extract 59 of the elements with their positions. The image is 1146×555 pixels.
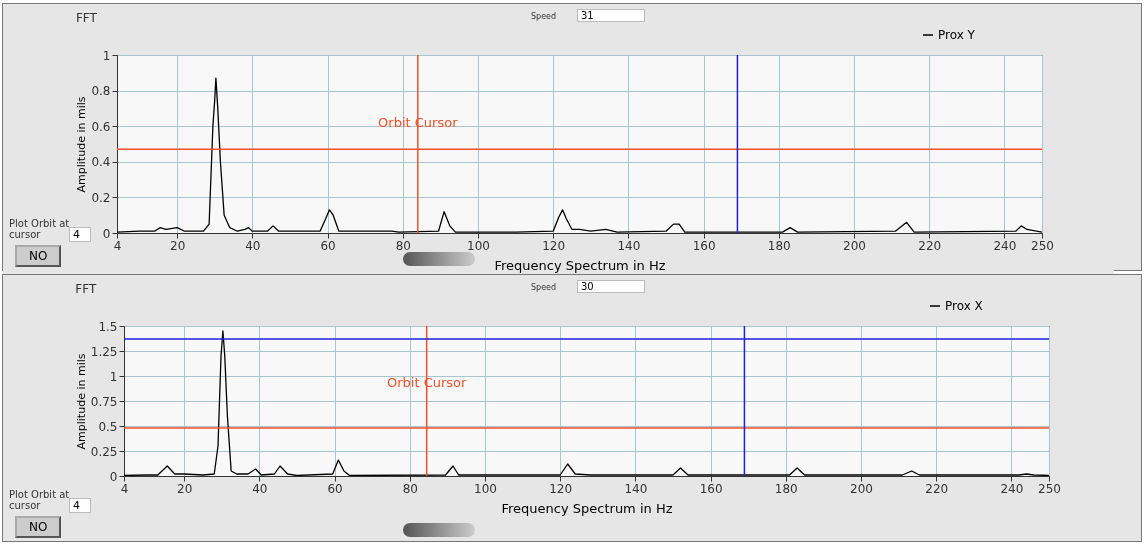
y-tick-label: 0.75 xyxy=(90,394,118,409)
legend-label: Prox Y xyxy=(938,28,976,42)
x-tick-label: 60 xyxy=(327,481,343,496)
chart-title: FFT xyxy=(75,282,97,296)
text: 31 xyxy=(577,9,645,22)
x-tick-label: 80 xyxy=(402,481,418,496)
y-tick-label: 0.6 xyxy=(91,119,111,134)
text: Speed xyxy=(531,283,557,292)
x-tick-label: 4 xyxy=(120,481,129,496)
y-tick-label: 1 xyxy=(102,48,111,63)
x-tick-label: 40 xyxy=(245,238,261,253)
y-tick-label: 1.25 xyxy=(90,344,118,359)
y-axis-title: Amplitude in mils xyxy=(75,96,89,193)
y-tick-label: 0.4 xyxy=(91,155,111,170)
text: 30 xyxy=(577,280,645,293)
x-tick-label: 220 xyxy=(925,481,949,496)
text: 4 xyxy=(69,227,91,242)
x-tick-label: 140 xyxy=(624,481,648,496)
y-tick-label: 0.2 xyxy=(91,190,111,205)
y-tick-label: 1 xyxy=(109,369,118,384)
text: NO xyxy=(15,245,62,267)
x-tick-label: 40 xyxy=(252,481,268,496)
text: Plot Orbit at cursor xyxy=(9,218,71,240)
x-tick-label: 80 xyxy=(395,238,411,253)
text: 4 xyxy=(69,498,91,513)
x-tick-label: 160 xyxy=(699,481,723,496)
x-tick-label: 20 xyxy=(170,238,186,253)
x-tick-label: 240 xyxy=(1000,481,1024,496)
x-tick-label: 220 xyxy=(918,238,942,253)
y-tick-label: 1.5 xyxy=(98,319,118,334)
legend-label: Prox X xyxy=(945,299,983,313)
x-axis-title: Frequency Spectrum in Hz xyxy=(494,257,666,273)
x-tick-label: 60 xyxy=(320,238,336,253)
x-tick-label: 100 xyxy=(474,481,497,496)
x-tick-label: 200 xyxy=(843,238,866,253)
x-tick-label: 140 xyxy=(617,238,641,253)
y-tick-label: 0 xyxy=(109,469,118,484)
y-tick-label: 0.5 xyxy=(98,419,118,434)
text: Speed xyxy=(531,12,557,21)
x-tick-label: 20 xyxy=(177,481,193,496)
y-tick-label: 0.25 xyxy=(90,444,118,459)
x-tick-label: 100 xyxy=(467,238,490,253)
x-axis-title: Frequency Spectrum in Hz xyxy=(501,500,673,516)
text: NO xyxy=(15,516,62,538)
x-tick-label: 200 xyxy=(850,481,873,496)
x-tick-label: 120 xyxy=(549,481,573,496)
x-tick-label: 180 xyxy=(767,238,791,253)
x-tick-label: 250 xyxy=(1038,481,1061,496)
chart-title: FFT xyxy=(75,11,98,25)
x-tick-label: 250 xyxy=(1031,238,1054,253)
y-tick-label: 0.8 xyxy=(91,84,111,99)
y-axis-title: Amplitude in mils xyxy=(74,353,88,450)
x-tick-label: 160 xyxy=(692,238,716,253)
x-tick-label: 120 xyxy=(542,238,566,253)
y-tick-label: 0 xyxy=(102,226,111,241)
x-tick-label: 180 xyxy=(774,481,798,496)
x-tick-label: 240 xyxy=(993,238,1017,253)
text: Plot Orbit at cursor xyxy=(9,489,71,511)
x-tick-label: 4 xyxy=(113,238,122,253)
